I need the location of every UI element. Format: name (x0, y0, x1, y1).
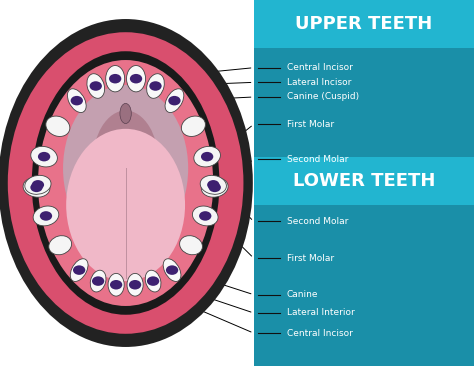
Text: Lateral Incisor: Lateral Incisor (287, 78, 351, 87)
Ellipse shape (8, 32, 244, 334)
Text: UPPER TEETH: UPPER TEETH (295, 15, 432, 33)
Ellipse shape (180, 236, 202, 255)
Ellipse shape (38, 60, 213, 306)
Circle shape (207, 180, 219, 190)
Circle shape (110, 280, 122, 290)
Ellipse shape (23, 178, 50, 197)
Ellipse shape (163, 259, 181, 281)
Ellipse shape (92, 111, 159, 219)
Bar (254, 0, 474, 366)
Text: LOWER TEETH: LOWER TEETH (292, 172, 435, 190)
Ellipse shape (31, 146, 57, 167)
Bar (254, 0, 474, 48)
Circle shape (168, 96, 181, 105)
Circle shape (149, 81, 162, 91)
Ellipse shape (201, 178, 228, 197)
Text: Canine: Canine (287, 290, 318, 299)
Text: Central Incisor: Central Incisor (287, 329, 353, 337)
Text: First Molar: First Molar (287, 254, 334, 262)
Text: Second Molar: Second Molar (287, 155, 348, 164)
Text: Canine (Cuspid): Canine (Cuspid) (287, 93, 359, 101)
Circle shape (32, 180, 44, 190)
Ellipse shape (145, 270, 161, 292)
Ellipse shape (46, 116, 70, 137)
Circle shape (109, 74, 121, 83)
Ellipse shape (127, 66, 146, 92)
Circle shape (209, 183, 221, 192)
Ellipse shape (70, 259, 88, 281)
Ellipse shape (87, 74, 105, 98)
Ellipse shape (127, 273, 143, 296)
Ellipse shape (25, 175, 51, 194)
Ellipse shape (194, 146, 220, 167)
Ellipse shape (108, 273, 124, 296)
Ellipse shape (106, 66, 125, 92)
Circle shape (71, 96, 83, 105)
Ellipse shape (146, 74, 164, 98)
Ellipse shape (0, 19, 253, 347)
Ellipse shape (33, 206, 59, 226)
Circle shape (129, 280, 141, 290)
Ellipse shape (32, 51, 219, 315)
Circle shape (166, 265, 178, 275)
Ellipse shape (66, 129, 185, 281)
Text: First Molar: First Molar (287, 120, 334, 129)
Circle shape (38, 152, 50, 161)
Bar (254, 157, 474, 205)
Ellipse shape (192, 206, 218, 226)
Circle shape (201, 152, 213, 161)
Circle shape (73, 265, 85, 275)
Circle shape (30, 183, 43, 192)
Ellipse shape (182, 116, 205, 137)
Circle shape (147, 276, 159, 286)
Ellipse shape (165, 89, 184, 112)
Ellipse shape (67, 89, 86, 112)
Ellipse shape (120, 103, 131, 124)
Circle shape (130, 74, 142, 83)
Text: Second Molar: Second Molar (287, 217, 348, 226)
Ellipse shape (49, 236, 72, 255)
Circle shape (92, 276, 104, 286)
Circle shape (90, 81, 102, 91)
Ellipse shape (200, 175, 227, 194)
Ellipse shape (90, 270, 106, 292)
Circle shape (199, 211, 211, 221)
Circle shape (40, 211, 52, 221)
Text: Central Incisor: Central Incisor (287, 63, 353, 72)
Text: Lateral Interior: Lateral Interior (287, 309, 355, 317)
Ellipse shape (63, 85, 188, 252)
